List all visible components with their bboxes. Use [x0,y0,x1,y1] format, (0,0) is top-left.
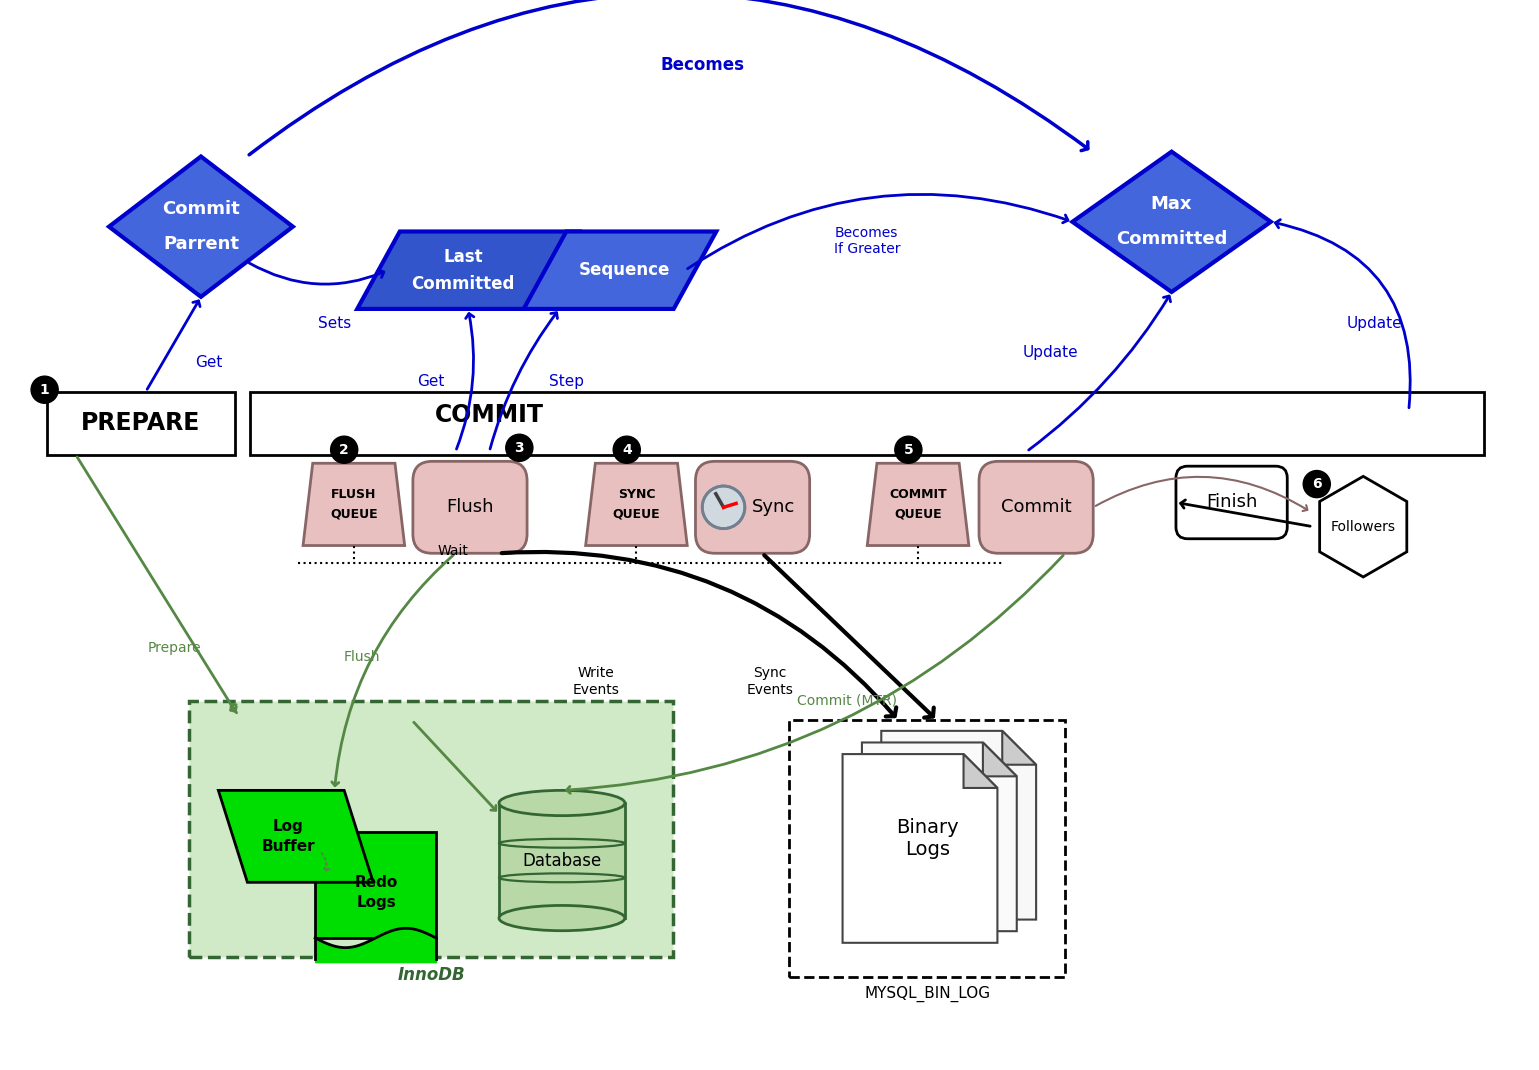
Text: Step: Step [549,374,585,389]
Polygon shape [1073,152,1271,292]
Text: Log: Log [272,820,303,835]
Text: Database: Database [522,852,602,870]
Bar [46,392,235,455]
Text: PREPARE: PREPARE [82,411,200,435]
Ellipse shape [499,791,625,815]
Text: COMMIT: COMMIT [436,403,543,427]
Text: QUEUE: QUEUE [894,507,942,521]
Bar [189,701,673,958]
Text: Update: Update [1023,345,1079,360]
Text: Logs: Logs [356,895,396,910]
Text: Becomes
If Greater: Becomes If Greater [834,226,900,257]
Polygon shape [586,463,688,546]
FancyBboxPatch shape [979,461,1093,553]
Ellipse shape [499,905,625,931]
Text: Update: Update [1347,316,1402,331]
Text: Committed: Committed [411,275,516,293]
Text: Followers: Followers [1331,520,1396,534]
Text: COMMIT: COMMIT [890,488,946,501]
Text: Get: Get [417,374,445,389]
Polygon shape [868,463,970,546]
Text: Sync
Events: Sync Events [746,667,794,697]
Circle shape [31,377,58,403]
Text: Flush: Flush [343,651,380,664]
Polygon shape [219,791,372,883]
Polygon shape [109,156,292,296]
Polygon shape [1002,731,1036,765]
Text: QUEUE: QUEUE [329,507,377,521]
Text: Commit (MTR): Commit (MTR) [797,693,897,708]
FancyBboxPatch shape [696,461,810,553]
Text: Get: Get [195,354,222,369]
Circle shape [1304,471,1330,498]
Bar [790,720,1065,977]
Text: Finish: Finish [1207,493,1257,511]
Text: Prepare: Prepare [148,641,202,655]
Text: Sets: Sets [319,316,351,331]
Text: SYNC: SYNC [617,488,656,501]
Text: 3: 3 [514,441,525,455]
Circle shape [702,486,745,529]
Bar [249,392,1484,455]
Polygon shape [315,831,436,938]
Text: Redo: Redo [354,875,397,890]
Circle shape [613,437,640,463]
Polygon shape [862,743,1017,931]
Text: Max: Max [1151,196,1193,213]
Text: Parrent: Parrent [163,235,239,254]
FancyBboxPatch shape [1176,467,1287,539]
Text: Last: Last [443,247,483,265]
Text: MYSQL_BIN_LOG: MYSQL_BIN_LOG [865,985,990,1003]
Text: InnoDB: InnoDB [397,966,465,983]
Text: Flush: Flush [446,499,494,517]
Text: Commit: Commit [1000,499,1071,517]
Text: 1: 1 [40,383,49,397]
Text: QUEUE: QUEUE [613,507,660,521]
Text: Sequence: Sequence [579,261,671,279]
Text: FLUSH: FLUSH [331,488,377,501]
Circle shape [506,434,532,461]
Text: Buffer: Buffer [262,839,315,854]
Circle shape [894,437,922,463]
Text: 2: 2 [339,443,349,457]
Polygon shape [882,731,1036,919]
Text: Becomes: Becomes [660,56,745,74]
Bar [499,802,625,918]
Text: Sync: Sync [753,499,796,517]
Text: 4: 4 [622,443,631,457]
Polygon shape [303,463,405,546]
Polygon shape [842,754,997,943]
Circle shape [331,437,357,463]
Polygon shape [523,231,716,309]
Text: Wait: Wait [437,544,468,557]
FancyBboxPatch shape [412,461,526,553]
Text: Write
Events: Write Events [573,667,619,697]
Polygon shape [983,743,1017,777]
Text: Committed: Committed [1116,230,1227,248]
Text: Binary
Logs: Binary Logs [896,819,959,859]
Text: 5: 5 [903,443,913,457]
Text: Commit: Commit [162,200,240,218]
Polygon shape [357,231,579,309]
Text: 6: 6 [1311,477,1322,491]
Polygon shape [1319,476,1407,577]
Polygon shape [963,754,997,788]
